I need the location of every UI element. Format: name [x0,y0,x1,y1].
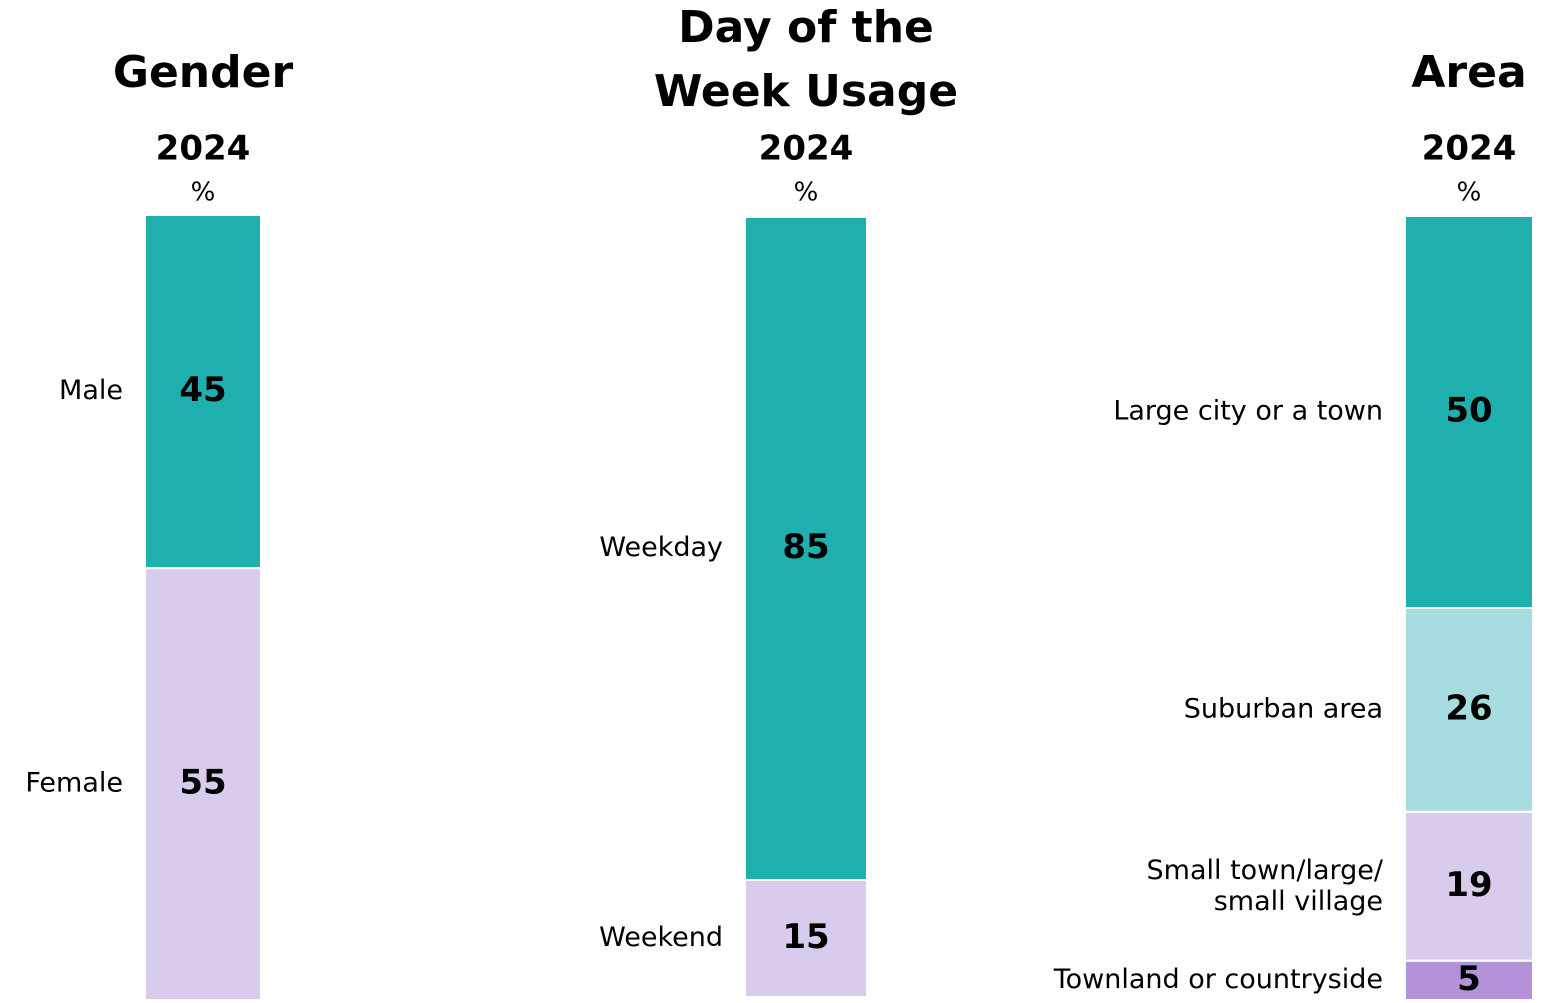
value-label: 50 [1445,391,1492,431]
value-label: 55 [179,763,226,803]
value-label: 5 [1457,959,1481,999]
value-label: 19 [1445,865,1492,905]
category-label: Large city or a town [1113,396,1383,427]
bar-segment [144,214,262,570]
category-label: Female [25,768,123,799]
bar-segment [1404,607,1534,813]
bar-segment [1404,215,1534,609]
chart-title: Day of the Week Usage [654,2,958,117]
value-label: 26 [1445,688,1492,728]
chart-subtitle: 2024 [156,129,251,169]
bar-segment [744,216,868,881]
bar-segment [744,879,868,998]
value-label: 85 [782,527,829,567]
bar-segment [1404,959,1534,1001]
chart-subtitle: 2024 [759,129,854,169]
category-label: Male [59,375,123,406]
value-label: 45 [179,370,226,410]
unit-label: % [191,178,216,208]
unit-label: % [1457,178,1482,208]
chart-title: Gender [113,47,294,98]
chart-subtitle: 2024 [1422,129,1517,169]
value-label: 15 [782,917,829,957]
category-label: Suburban area [1184,693,1383,724]
category-label: Townland or countryside [1053,964,1383,995]
unit-label: % [794,178,819,208]
category-label: Small town/large/small village [1147,854,1384,916]
chart-title: Area [1411,47,1526,98]
category-label: Weekday [599,532,723,563]
bar-segment [144,567,262,1001]
category-label: Weekend [599,922,723,953]
